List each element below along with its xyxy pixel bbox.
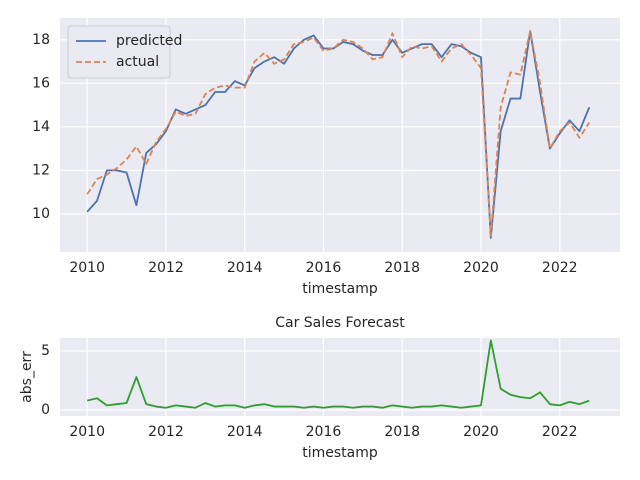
x-tick-label: 2020: [463, 260, 499, 276]
x-tick-label: 2020: [463, 424, 499, 440]
y-axis-label: abs_err: [19, 351, 35, 403]
legend-box: [67, 25, 171, 79]
data-line: [86, 30, 591, 237]
y-tick-label: 10: [32, 206, 50, 222]
x-tick-label: 2012: [148, 424, 184, 440]
x-tick-label: 2022: [542, 260, 578, 276]
y-tick-label: 12: [32, 162, 50, 178]
x-tick-label: 2014: [227, 260, 263, 276]
y-tick-label: 14: [32, 119, 50, 135]
chart-title: Car Sales Forecast: [275, 315, 405, 331]
x-tick-label: 2012: [148, 260, 184, 276]
x-tick-label: 2016: [306, 260, 342, 276]
x-tick-label: 2018: [384, 260, 420, 276]
data-line: [86, 339, 590, 409]
y-tick-label: 0: [41, 402, 50, 418]
y-tick-label: 16: [32, 75, 50, 91]
x-tick-label: 2016: [306, 424, 342, 440]
legend-label: predicted: [116, 33, 182, 49]
x-axis-label: timestamp: [302, 445, 378, 461]
x-tick-label: 2018: [384, 424, 420, 440]
x-tick-label: 2010: [69, 260, 105, 276]
y-tick-label: 18: [32, 32, 50, 48]
plot-area: [60, 338, 620, 416]
legend-label: actual: [116, 54, 159, 70]
y-tick-label: 5: [41, 343, 50, 359]
x-tick-label: 2010: [69, 424, 105, 440]
x-axis-label: timestamp: [302, 281, 378, 297]
x-tick-label: 2022: [542, 424, 578, 440]
x-tick-label: 2014: [227, 424, 263, 440]
